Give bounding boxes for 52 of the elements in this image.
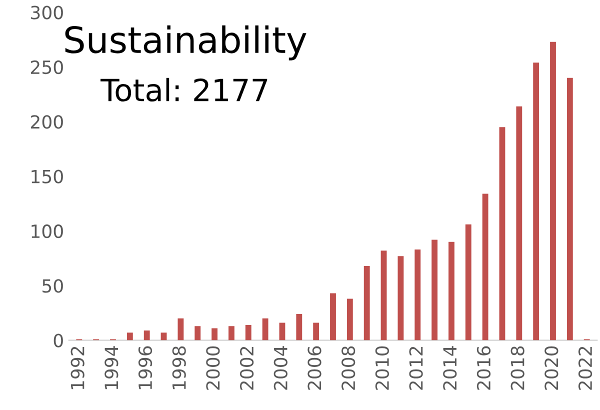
bar — [313, 322, 320, 340]
y-tick-label: 250 — [31, 60, 63, 74]
y-tick-label: 100 — [32, 224, 63, 238]
bar — [194, 326, 201, 340]
bar — [380, 250, 387, 340]
x-tick-label: 2002 — [240, 346, 254, 390]
bar — [566, 78, 573, 340]
y-tick-label: 300 — [31, 6, 63, 20]
bar — [126, 332, 133, 340]
bar — [516, 106, 522, 340]
x-tick-label: 2004 — [274, 346, 288, 390]
x-tick-label: 2006 — [308, 346, 322, 390]
x-tick-label: 1998 — [172, 346, 186, 390]
bar — [482, 194, 488, 340]
bar — [346, 298, 353, 340]
x-tick-label: 2022 — [578, 346, 592, 390]
bar — [296, 314, 302, 340]
bar — [465, 224, 472, 340]
x-tick-label: 2000 — [206, 346, 220, 390]
bar — [414, 250, 421, 340]
y-tick-label: 150 — [32, 170, 63, 184]
bar — [160, 332, 167, 340]
bar — [228, 326, 234, 340]
bar — [398, 256, 404, 340]
x-tick-label: 2014 — [443, 346, 457, 390]
chart-title: Sustainability — [65, 25, 306, 60]
bar — [262, 318, 268, 340]
bar — [499, 127, 506, 340]
bar — [448, 242, 454, 340]
x-tick-label: 2020 — [544, 346, 558, 390]
bar — [432, 240, 438, 340]
y-tick-label: 0 — [54, 334, 63, 348]
bar — [279, 322, 286, 340]
x-tick-label: 2010 — [375, 346, 390, 390]
x-tick-label: 2016 — [476, 346, 491, 390]
x-tick-label: 1994 — [104, 346, 118, 390]
x-tick-label: 2012 — [409, 346, 423, 390]
bar — [212, 328, 218, 340]
bar — [550, 42, 556, 340]
bar — [330, 293, 336, 340]
annotation: Total: 2177 — [100, 78, 268, 102]
y-tick-label: 200 — [31, 115, 63, 129]
x-tick-label: 1996 — [138, 346, 152, 390]
x-tick-label: 2008 — [342, 346, 356, 390]
bar — [178, 318, 184, 340]
x-tick-label: 2018 — [510, 346, 524, 390]
y-tick-label: 50 — [42, 279, 63, 293]
bar — [364, 266, 370, 340]
bar — [245, 324, 252, 340]
bar — [533, 62, 540, 340]
x-tick-label: 1992 — [70, 346, 84, 390]
bar — [144, 330, 150, 340]
